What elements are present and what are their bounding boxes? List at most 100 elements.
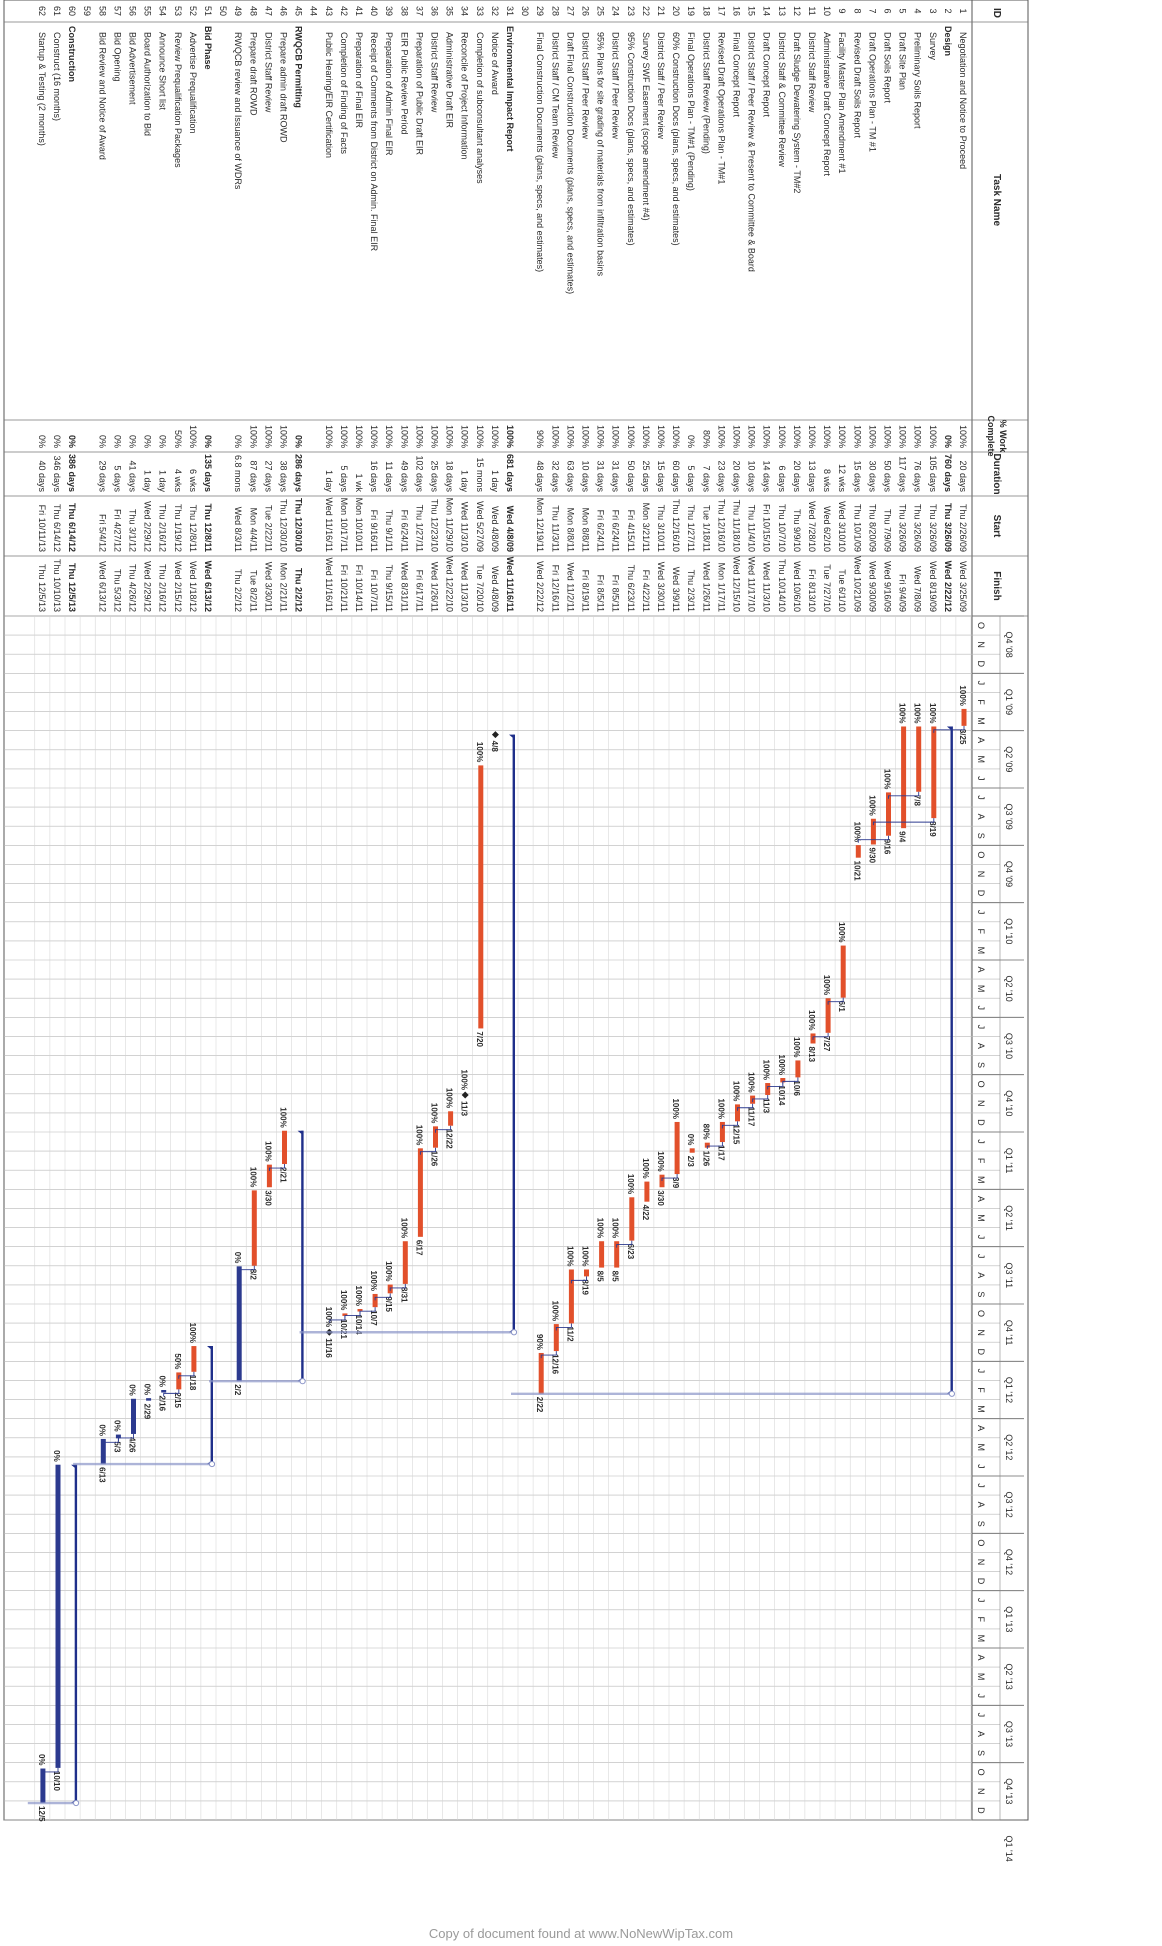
task-bar [629, 1197, 635, 1241]
task-name: Public Hearing/EIR Certification [324, 32, 334, 158]
task-bar [795, 1060, 801, 1078]
month-letter: J [976, 1254, 986, 1259]
pct-complete: 100% [716, 425, 726, 448]
bar-pct-label: 100% [384, 1261, 393, 1281]
bar-pct-label: 100% [430, 1103, 439, 1123]
task-bar [402, 1241, 408, 1284]
header-task-name: Task Name [991, 174, 1002, 227]
bar-finish-label: 8/2 [248, 1269, 257, 1281]
duration: 117 days [898, 456, 908, 492]
task-name: 95% Plans for site grading of materials … [596, 32, 606, 277]
row-id: 17 [716, 6, 726, 16]
start-date: Thu 12/8/11 [203, 503, 213, 552]
bar-finish-label: 1/26 [430, 1151, 439, 1167]
bar-pct-label: 100% [188, 1323, 197, 1343]
quarter-label: Q3 '11 [1004, 1263, 1014, 1289]
duration: 135 days [203, 454, 213, 492]
month-letter: D [976, 890, 986, 897]
month-letter: J [976, 795, 986, 800]
duration: 1 day [490, 470, 500, 493]
table-row: 25 95% Plans for site grading of material… [596, 6, 606, 612]
row-id: 47 [263, 6, 273, 16]
dependency-link [42, 1767, 59, 1775]
finish-date: Tue 7/20/10 [475, 564, 485, 612]
task-bar [599, 1241, 605, 1268]
month-letter: D [976, 1348, 986, 1355]
start-date: Fri 5/4/12 [97, 514, 107, 552]
row-id: 24 [611, 6, 621, 16]
table-row: 52 Advertise Prequalification 100% 6 wks Thu… [188, 6, 198, 612]
task-bar [176, 1372, 182, 1390]
link-node [299, 1378, 306, 1385]
finish-date: Wed 9/16/09 [883, 561, 893, 612]
finish-date: Thu 12/5/13 [67, 563, 77, 612]
duration: 102 days [414, 455, 424, 492]
row-id: 46 [279, 6, 289, 16]
row-id: 4 [913, 8, 923, 13]
task-name: Revised Draft Soils Report [852, 32, 862, 139]
row-id: 30 [520, 6, 530, 16]
bar-finish-label: 12/5 [37, 1806, 46, 1822]
task-bar [191, 1346, 197, 1372]
summary-bar [512, 734, 515, 1333]
pct-complete: 100% [883, 425, 893, 448]
bar-pct-label: 50% [173, 1353, 182, 1369]
table-row: 2 Design 0% 760 days Thu 3/26/09 Wed 2/22/12 [943, 8, 953, 612]
finish-date: Wed 9/30/09 [867, 561, 877, 612]
task-name: Survey [928, 32, 938, 61]
table-row: 27 Draft Final Construction Documents (pl… [565, 6, 575, 612]
start-date: Thu 11/4/10 [747, 505, 757, 552]
start-date: Wed 3/10/10 [837, 501, 847, 552]
task-bar [916, 726, 922, 792]
start-date: Mon 10/17/11 [339, 498, 349, 552]
month-letter: F [976, 929, 986, 935]
bar-finish-label: 10/10 [52, 1771, 61, 1792]
month-letter: S [976, 1750, 986, 1756]
month-letter: A [976, 1043, 986, 1049]
finish-date: Fri 8/13/10 [807, 569, 817, 612]
bar-pct-label: 0% [686, 1134, 695, 1146]
table-row: 35 Administrative Draft EIR 100% 18 days Mon… [445, 6, 455, 612]
bar-finish-label: 3/30 [263, 1190, 272, 1206]
bar-finish-label: 2/16 [158, 1396, 167, 1412]
task-name: Preparation of Final EIR [354, 32, 364, 129]
pct-complete: 100% [324, 425, 334, 448]
finish-date: Wed 2/15/12 [173, 561, 183, 612]
finish-date: Wed 7/8/09 [913, 566, 923, 612]
row-id: 61 [52, 6, 62, 16]
month-letter: A [976, 737, 986, 743]
milestone-pct-label: 100% [460, 1069, 469, 1089]
task-bar [161, 1390, 167, 1393]
bar-finish-label: 10/21 [339, 1319, 348, 1340]
row-id: 40 [369, 6, 379, 16]
bar-pct-label: 100% [596, 1218, 605, 1238]
bar-pct-label: 100% [263, 1141, 272, 1161]
duration: 6 days [777, 465, 787, 492]
table-row: 10 Administrative Draft Concept Report 100… [822, 6, 832, 612]
bar-pct-label: 0% [37, 1754, 46, 1766]
pct-complete: 100% [248, 425, 258, 448]
bar-finish-label: 8/5 [596, 1271, 605, 1283]
month-letter: M [976, 985, 986, 993]
start-date: Fri 4/15/11 [626, 510, 636, 552]
bar-pct-label: 100% [279, 1107, 288, 1127]
task-bar [40, 1768, 46, 1804]
task-name: RWQCB review and Issuance of WDRs [233, 32, 243, 190]
bar-finish-label: 9/15 [384, 1296, 393, 1312]
table-row: 44 [309, 6, 319, 16]
duration: 31 days [611, 460, 621, 492]
pct-complete: 100% [611, 425, 621, 448]
start-date: Thu 3/10/11 [656, 505, 666, 552]
duration: 5 days [686, 465, 696, 492]
task-name: 60% Construction Docs (plans, specs, and… [671, 32, 681, 246]
month-letter: F [976, 1158, 986, 1164]
bar-pct-label: 100% [928, 703, 937, 723]
start-date: Thu 2/16/12 [158, 504, 168, 552]
task-name: Preliminary Soils Report [913, 32, 923, 129]
row-id: 59 [82, 6, 92, 16]
duration: 6.8 mons [233, 455, 243, 493]
pct-complete: 100% [596, 425, 606, 448]
month-letter: J [976, 1483, 986, 1488]
quarter-label: Q4 '09 [1004, 861, 1014, 887]
task-name: District Staff / Peer Review [581, 32, 591, 139]
